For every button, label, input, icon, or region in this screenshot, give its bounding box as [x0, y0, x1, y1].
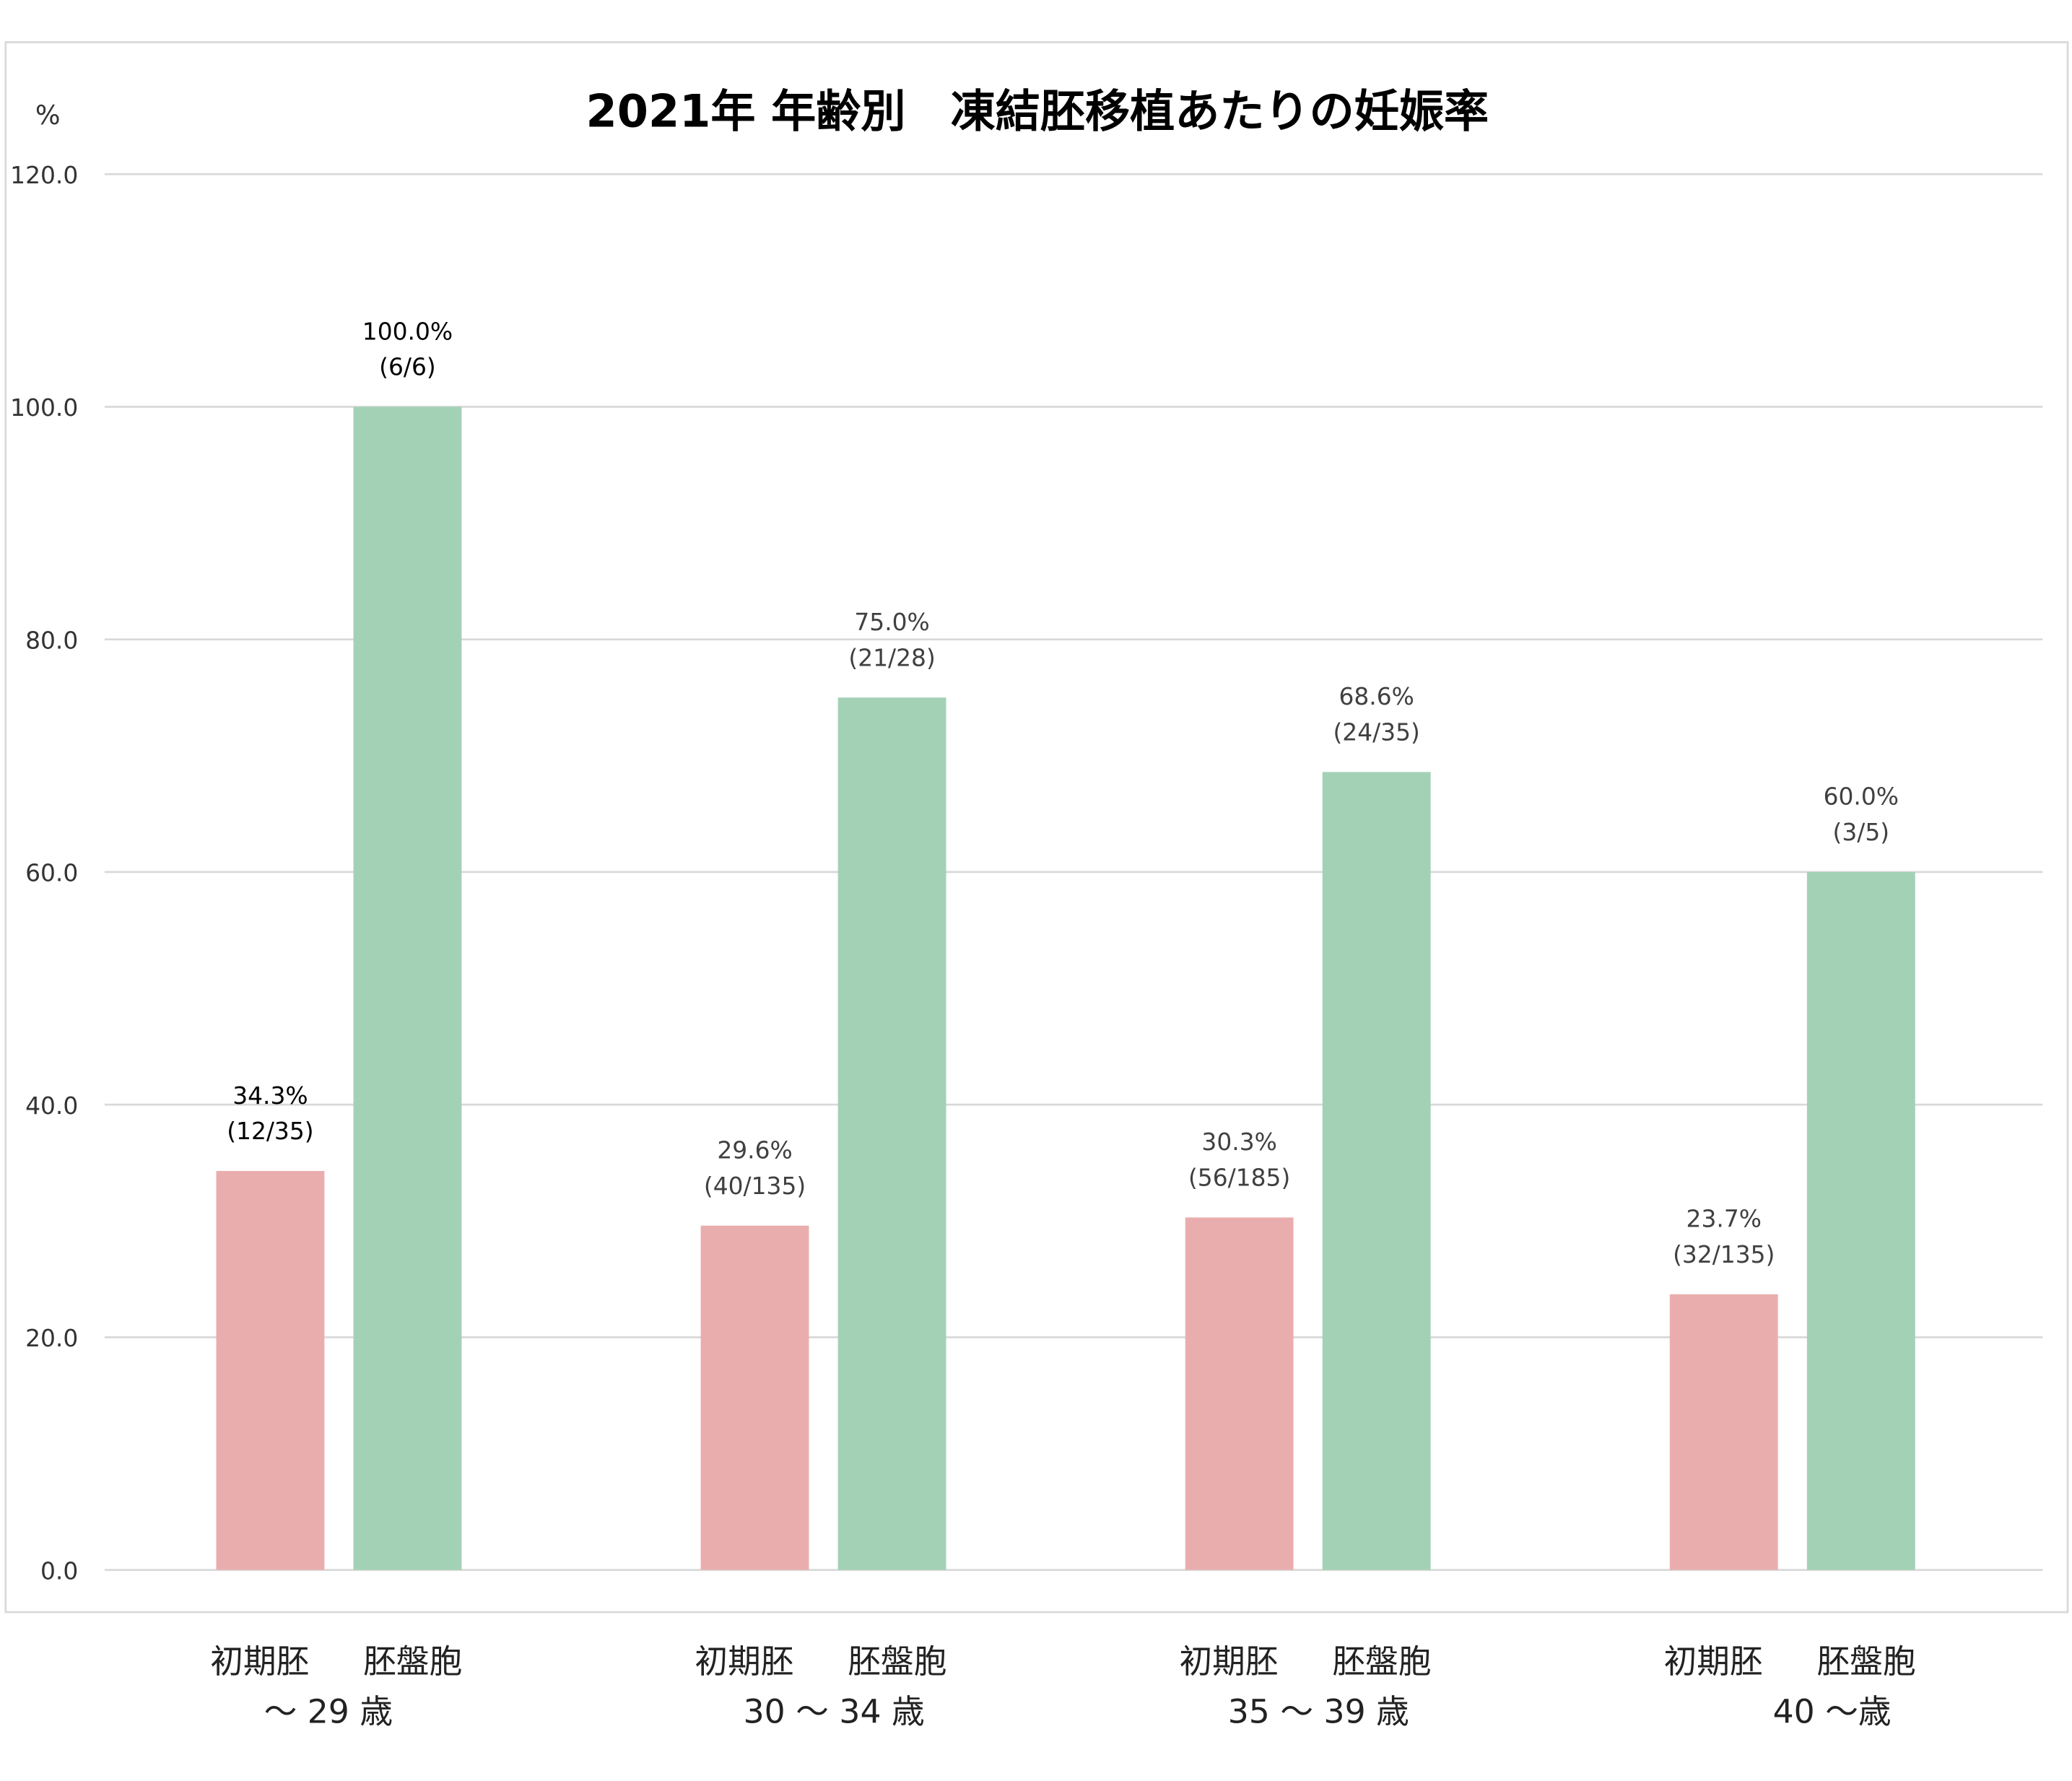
data-label-count: (6/6): [379, 353, 436, 381]
bar-early-embryo: [216, 1170, 325, 1570]
y-tick-label: 0.0: [40, 1556, 78, 1585]
x-sub-label: 初期胚: [695, 1642, 793, 1681]
data-label-count: (3/5): [1833, 818, 1890, 846]
y-tick-label: 100.0: [10, 393, 78, 422]
data-label-count: (56/185): [1188, 1164, 1290, 1192]
data-label-count: (21/28): [848, 643, 935, 671]
data-label-percent: 23.7%: [1686, 1205, 1762, 1233]
bar-early-embryo: [1669, 1294, 1778, 1570]
bar-early-embryo: [700, 1225, 809, 1570]
x-category-label: 40 ～歳: [1773, 1693, 1892, 1731]
y-tick-label: 40.0: [25, 1092, 78, 1120]
data-label-percent: 68.6%: [1338, 682, 1414, 710]
y-axis-unit-label: %: [35, 100, 61, 131]
x-sub-label: 初期胚: [1664, 1642, 1763, 1681]
y-tick-label: 60.0: [25, 859, 78, 887]
data-label-percent: 60.0%: [1824, 783, 1899, 811]
x-category-label: ～ 29 歳: [264, 1693, 393, 1731]
x-sub-label: 胚盤胞: [363, 1642, 462, 1681]
y-tick-label: 20.0: [25, 1324, 78, 1352]
data-label-count: (32/135): [1673, 1240, 1775, 1268]
data-label-count: (24/35): [1333, 718, 1419, 746]
x-sub-label: 胚盤胞: [1332, 1642, 1431, 1681]
bar-early-embryo: [1185, 1217, 1294, 1570]
x-sub-label: 胚盤胞: [848, 1642, 946, 1681]
data-label-percent: 34.3%: [232, 1081, 308, 1110]
x-sub-label: 初期胚: [1180, 1642, 1279, 1681]
y-tick-label: 80.0: [25, 626, 78, 654]
data-label-percent: 100.0%: [362, 317, 453, 345]
data-label-percent: 30.3%: [1201, 1128, 1276, 1156]
data-label-percent: 75.0%: [854, 608, 929, 636]
x-category-label: 30 ～ 34 歳: [744, 1693, 925, 1731]
y-tick-label: 120.0: [10, 161, 78, 189]
bar-blastocyst: [1322, 772, 1431, 1570]
data-label-count: (12/35): [227, 1117, 313, 1145]
x-category-label: 35 ～ 39 歳: [1228, 1693, 1409, 1731]
bar-blastocyst: [837, 697, 946, 1570]
data-label-count: (40/135): [704, 1172, 806, 1200]
bar-blastocyst: [353, 406, 462, 1570]
x-sub-label: 初期胚: [210, 1642, 309, 1681]
bar-blastocyst: [1806, 871, 1915, 1570]
data-label-percent: 29.6%: [717, 1136, 792, 1164]
chart-title: 2021年 年齢別 凍結胚移植あたりの妊娠率: [586, 84, 1489, 137]
x-sub-label: 胚盤胞: [1817, 1642, 1916, 1681]
